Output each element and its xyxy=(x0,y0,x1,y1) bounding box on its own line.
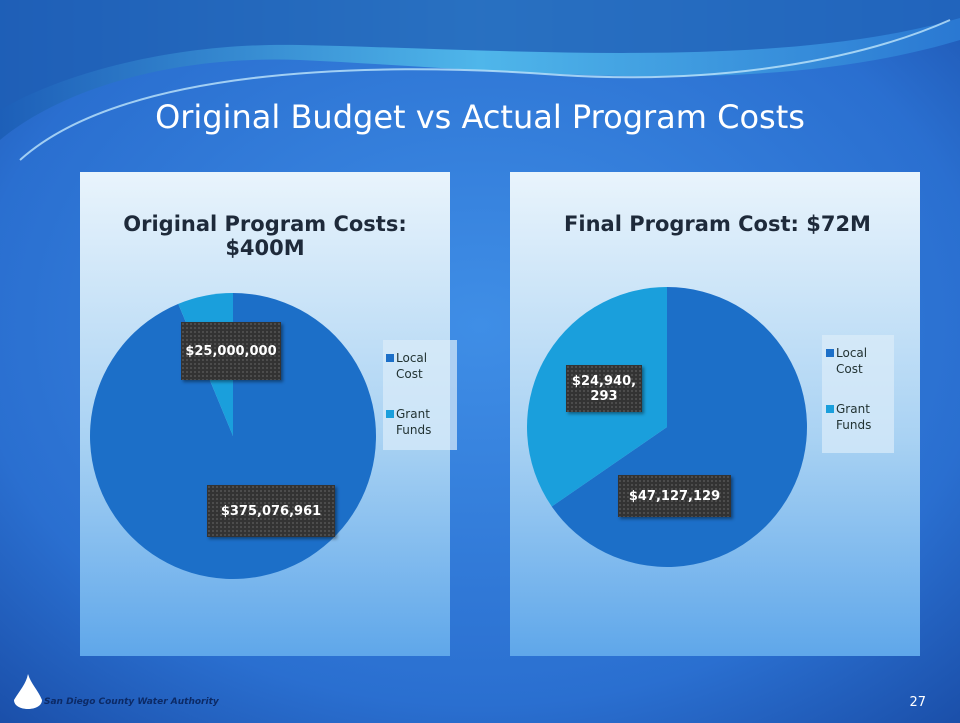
legend-swatch xyxy=(386,410,394,418)
legend-swatch xyxy=(386,354,394,362)
legend-swatch xyxy=(826,349,834,357)
data-label: $25,000,000 xyxy=(181,322,281,380)
legend-label: Local Cost xyxy=(836,345,892,377)
slide: 27 Original Budget vs Actual Program Cos… xyxy=(0,0,960,723)
legend-label: Local Cost xyxy=(396,350,456,382)
slide-title: Original Budget vs Actual Program Costs xyxy=(0,98,960,136)
data-label: $24,940,293 xyxy=(566,365,642,412)
data-label: $375,076,961 xyxy=(207,485,335,537)
legend-label: Grant Funds xyxy=(836,401,892,433)
footer: San Diego County Water Authority xyxy=(44,697,219,707)
legend-swatch xyxy=(826,405,834,413)
legend-label: Grant Funds xyxy=(396,406,456,438)
chart-title: Final Program Cost: $72M xyxy=(545,212,890,236)
page-number: 27 xyxy=(909,695,926,710)
data-label: $47,127,129 xyxy=(618,475,731,517)
chart-title: Original Program Costs: $400M xyxy=(110,212,420,260)
